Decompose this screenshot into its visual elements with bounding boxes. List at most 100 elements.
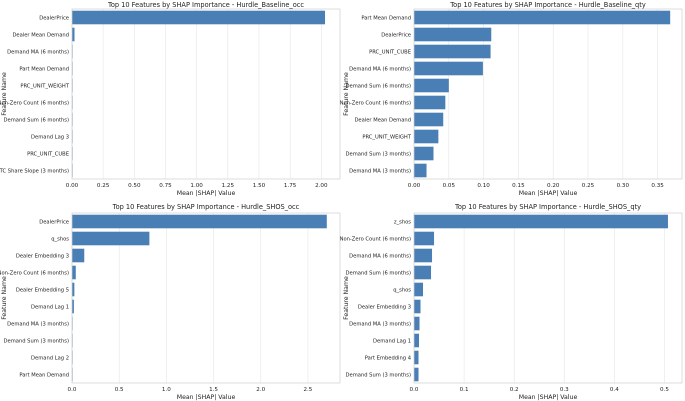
y-tick-label: Demand Sum (6 months) xyxy=(346,270,411,276)
x-tick-label: 0.00 xyxy=(66,183,79,189)
x-tick-label: 0.25 xyxy=(582,183,595,189)
y-tick-label: Dealer Mean Demand xyxy=(354,117,411,123)
bar xyxy=(414,265,432,280)
x-tick-label: 0.75 xyxy=(159,183,172,189)
bar xyxy=(72,214,327,229)
bar xyxy=(414,316,420,331)
bar xyxy=(414,350,419,365)
y-tick-label: Dealer Mean Demand xyxy=(12,32,69,38)
y-tick-label: Non-Zero Count (6 months) xyxy=(340,100,411,106)
y-tick-label: Part Mean Demand xyxy=(19,66,69,72)
bar xyxy=(414,163,427,178)
y-tick-label: Non-Zero Count (6 months) xyxy=(0,270,69,276)
bar xyxy=(72,231,150,246)
bar xyxy=(414,27,492,42)
y-tick-label: Demand Sum (3 months) xyxy=(346,151,411,157)
y-tick-label: Demand MA (6 months) xyxy=(349,253,411,259)
bar xyxy=(414,214,668,229)
chart-panel-3: Top 10 Features by SHAP Importance - Hur… xyxy=(0,203,341,401)
x-tick-label: 2.00 xyxy=(315,183,328,189)
y-tick-label: z_shos xyxy=(394,219,411,225)
bar xyxy=(72,265,76,280)
x-tick-label: 1.0 xyxy=(162,387,171,393)
x-tick-label: 0.15 xyxy=(512,183,525,189)
bar xyxy=(72,282,75,297)
bar xyxy=(414,44,491,59)
x-tick-label: 1.50 xyxy=(253,183,266,189)
y-tick-label: PRC_UNIT_WEIGHT xyxy=(20,83,70,89)
bar xyxy=(414,10,671,25)
x-tick-label: 0.5 xyxy=(115,387,124,393)
x-tick-label: 0.25 xyxy=(97,183,110,189)
y-tick-label: Dealer Embedding 3 xyxy=(16,253,69,259)
y-axis-label: Feature Name xyxy=(1,72,8,116)
x-tick-label: 0.0 xyxy=(68,387,77,393)
plot-frame xyxy=(413,212,683,384)
plot-frame xyxy=(71,212,341,384)
x-tick-label: 0.4 xyxy=(610,387,619,393)
x-tick-label: 1.25 xyxy=(222,183,235,189)
y-tick-label: Demand Lag 3 xyxy=(31,134,69,140)
bar xyxy=(72,10,326,25)
y-tick-label: Part Mean Demand xyxy=(361,15,411,21)
x-axis-label: Mean |SHAP| Value xyxy=(177,394,236,401)
chart-panel-4: Top 10 Features by SHAP Importance - Hur… xyxy=(340,203,683,401)
y-axis-label: Feature Name xyxy=(1,276,8,320)
y-tick-label: Demand MA (6 months) xyxy=(7,49,69,55)
bar xyxy=(414,231,435,246)
y-tick-label: Demand Lag 1 xyxy=(373,338,411,344)
y-tick-label: Demand MA (3 months) xyxy=(7,321,69,327)
y-tick-label: Part Embedding 4 xyxy=(365,355,412,361)
chart-title: Top 10 Features by SHAP Importance - Hur… xyxy=(454,203,641,211)
y-tick-label: DealerPrice xyxy=(39,219,69,225)
x-axis-label: Mean |SHAP| Value xyxy=(519,394,578,401)
y-tick-label: DealerPrice xyxy=(381,32,411,38)
x-tick-label: 2.0 xyxy=(256,387,265,393)
bar xyxy=(414,299,421,314)
bar xyxy=(72,27,75,42)
y-tick-label: q_shos xyxy=(51,236,69,242)
bar xyxy=(414,129,439,144)
bar xyxy=(414,282,424,297)
bar xyxy=(72,299,74,314)
y-tick-label: q_shos xyxy=(393,287,411,293)
y-tick-label: OTC Share Slope (3 months) xyxy=(0,168,69,174)
y-tick-label: DealerPrice xyxy=(39,15,69,21)
y-tick-label: Demand Lag 1 xyxy=(31,304,69,310)
chart-title: Top 10 Features by SHAP Importance - Hur… xyxy=(112,203,300,211)
bar xyxy=(414,248,433,263)
x-tick-label: 0.2 xyxy=(510,387,519,393)
bar xyxy=(414,112,444,127)
x-axis-label: Mean |SHAP| Value xyxy=(519,190,578,197)
x-tick-label: 0.35 xyxy=(651,183,664,189)
x-tick-label: 0.5 xyxy=(660,387,669,393)
x-tick-label: 0.1 xyxy=(460,387,469,393)
y-tick-label: Non-Zero Count (6 months) xyxy=(0,100,69,106)
y-tick-label: Demand Sum (6 months) xyxy=(346,83,411,89)
y-tick-label: PRC_UNIT_CUBE xyxy=(27,151,69,157)
y-tick-label: Part Mean Demand xyxy=(19,372,69,378)
y-tick-label: PRC_UNIT_WEIGHT xyxy=(362,134,412,140)
chart-title: Top 10 Features by SHAP Importance - Hur… xyxy=(449,1,646,9)
x-tick-label: 0.50 xyxy=(128,183,141,189)
y-axis-label: Feature Name xyxy=(343,276,350,320)
bar xyxy=(414,78,449,93)
y-tick-label: PRC_UNIT_CUBE xyxy=(369,49,411,55)
plot-frame xyxy=(71,8,341,180)
x-tick-label: 1.5 xyxy=(209,387,218,393)
y-tick-label: Demand MA (3 months) xyxy=(349,321,411,327)
y-tick-label: Demand MA (3 months) xyxy=(349,168,411,174)
y-tick-label: Demand Sum (6 months) xyxy=(4,117,69,123)
y-tick-label: Demand Sum (3 months) xyxy=(4,338,69,344)
x-tick-label: 0.3 xyxy=(560,387,569,393)
chart-panel-2: Top 10 Features by SHAP Importance - Hur… xyxy=(340,1,683,197)
x-tick-label: 0.05 xyxy=(443,183,456,189)
bar xyxy=(414,95,446,110)
x-tick-label: 0.20 xyxy=(547,183,560,189)
bar xyxy=(414,333,420,348)
chart-panel-1: Top 10 Features by SHAP Importance - Hur… xyxy=(0,1,341,197)
x-tick-label: 0.00 xyxy=(408,183,421,189)
bar xyxy=(414,146,434,161)
